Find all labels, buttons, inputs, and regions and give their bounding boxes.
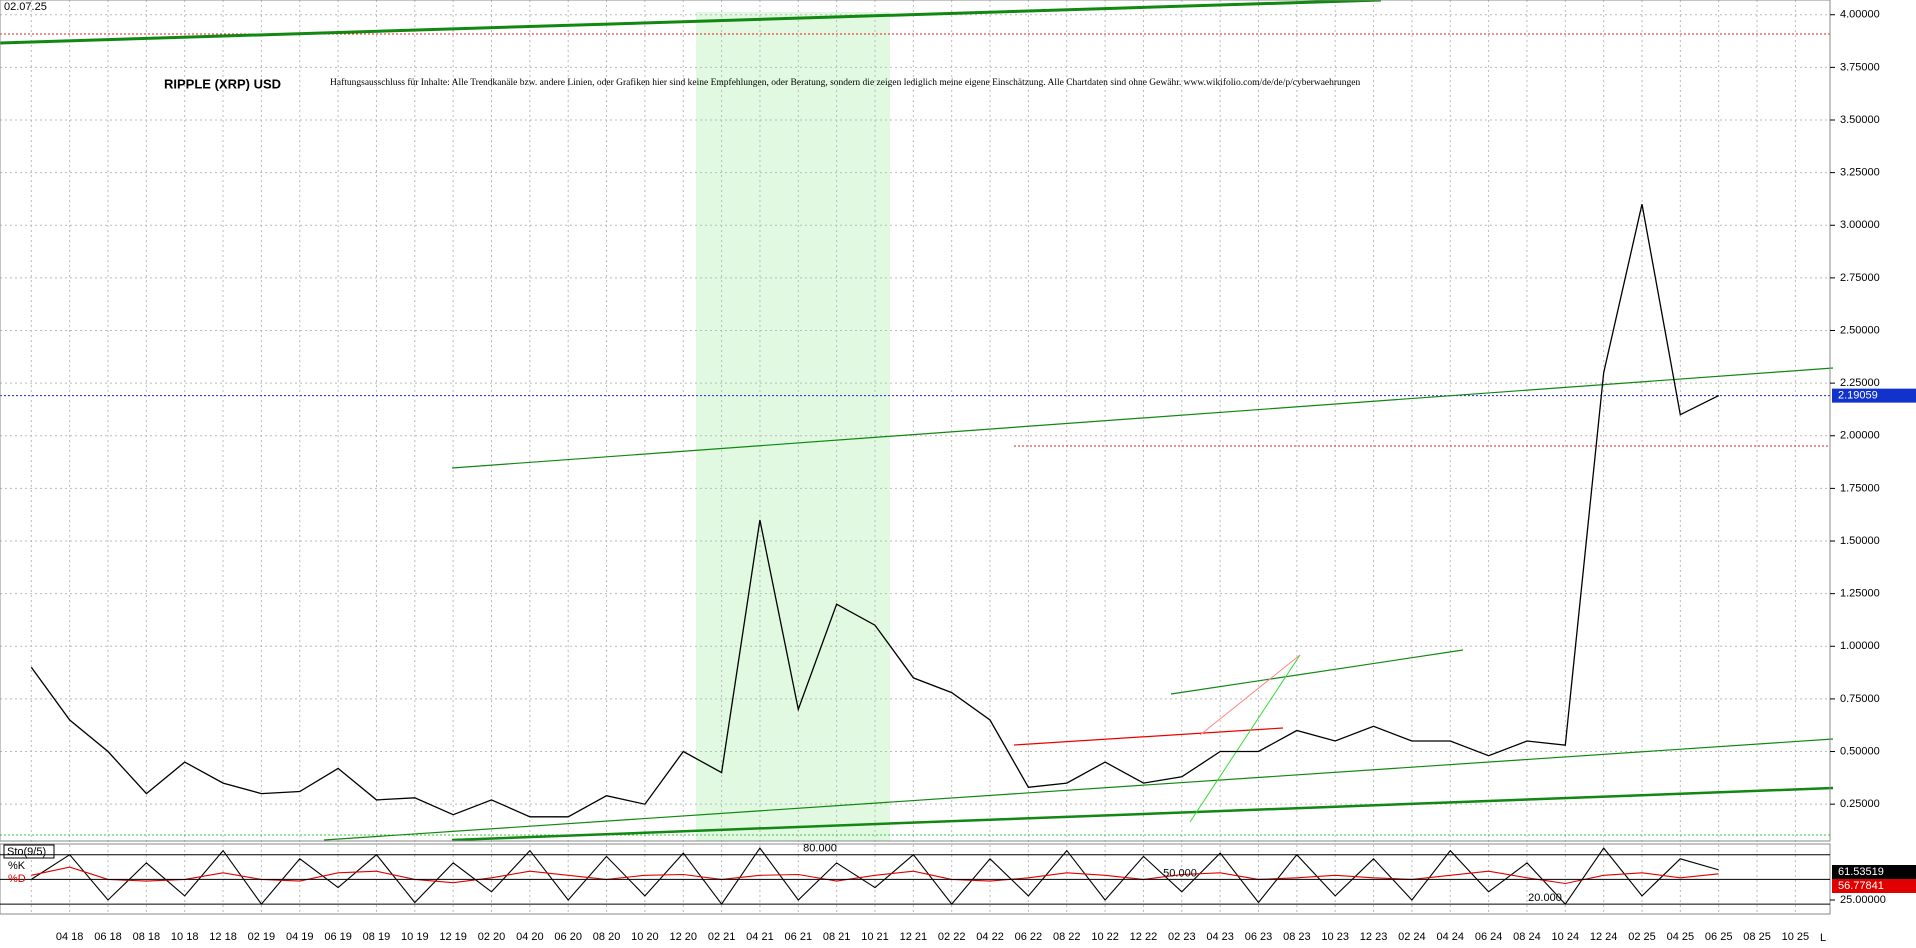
x-tick-label: 10 21 — [861, 931, 889, 943]
y-tick-label: 1.50000 — [1840, 535, 1880, 547]
x-tick-label: 04 20 — [516, 931, 544, 943]
x-tick-label: 08 18 — [133, 931, 161, 943]
price-box — [1832, 388, 1916, 403]
trendline — [1013, 727, 1284, 746]
x-tick-label: 04 22 — [976, 931, 1004, 943]
corner-label: L — [1820, 932, 1826, 944]
trendline — [0, 0, 1382, 45]
value-label: 56.77841 — [1838, 880, 1884, 892]
x-tick-label: 08 19 — [363, 931, 391, 943]
x-tick-label: 04 25 — [1667, 931, 1695, 943]
y-tick-label: 0.50000 — [1840, 745, 1880, 757]
x-tick-label: 10 25 — [1782, 931, 1810, 943]
highlight-zone — [696, 12, 890, 841]
x-tick-label: 08 25 — [1743, 931, 1771, 943]
trendline — [1189, 654, 1301, 823]
x-tick-label: 10 18 — [171, 931, 199, 943]
x-tick-label: 06 25 — [1705, 931, 1733, 943]
x-tick-label: 08 21 — [823, 931, 851, 943]
x-tick-label: 04 23 — [1206, 931, 1234, 943]
x-tick-label: 04 21 — [746, 931, 774, 943]
x-tick-label: 12 22 — [1130, 931, 1158, 943]
x-tick-label: 06 20 — [554, 931, 582, 943]
y-tick-label: 3.75000 — [1840, 61, 1880, 73]
x-tick-label: 08 22 — [1053, 931, 1081, 943]
x-tick-label: 12 18 — [209, 931, 237, 943]
x-tick-label: 10 19 — [401, 931, 429, 943]
indicator-title: Sto(9/5) — [7, 846, 46, 858]
price-label: 2.19059 — [1838, 390, 1878, 402]
x-tick-label: 08 23 — [1283, 931, 1311, 943]
data-line — [31, 866, 1719, 885]
y-tick-label: 4.00000 — [1840, 9, 1880, 21]
y-tick-label: 2.25000 — [1840, 377, 1880, 389]
x-tick-label: 06 21 — [785, 931, 813, 943]
data-line — [31, 847, 1719, 906]
x-tick-label: 12 23 — [1360, 931, 1388, 943]
x-tick-label: 06 24 — [1475, 931, 1503, 943]
x-tick-label: 10 24 — [1552, 931, 1580, 943]
x-tick-label: 04 24 — [1436, 931, 1464, 943]
trendline — [451, 786, 1834, 842]
plot — [30, 204, 1719, 906]
x-tick-label: 02 20 — [478, 931, 506, 943]
value-label: 61.53519 — [1838, 866, 1884, 878]
x-tick-label: 12 19 — [439, 931, 467, 943]
y-tick-label: 1.25000 — [1840, 588, 1880, 600]
trendline — [1199, 654, 1301, 736]
x-tick-label: 04 18 — [56, 931, 84, 943]
x-tick-label: 12 20 — [669, 931, 697, 943]
indicator-tick-label: 20.000 — [1528, 892, 1562, 904]
legend-label: %D — [8, 873, 26, 885]
x-tick-label: 06 18 — [94, 931, 122, 943]
legend-label: %K — [8, 860, 26, 872]
y2-tick-label: 25.00000 — [1840, 894, 1886, 906]
plot-frame — [0, 0, 1831, 842]
x-tick-label: 08 20 — [593, 931, 621, 943]
x-tick-label: 02 23 — [1168, 931, 1196, 943]
x-tick-label: 08 24 — [1513, 931, 1541, 943]
data-line — [30, 204, 1719, 818]
x-tick-label: 02 22 — [938, 931, 966, 943]
x-tick-label: 10 20 — [631, 931, 659, 943]
trendline — [1170, 649, 1464, 695]
x-tick-label: 12 21 — [900, 931, 928, 943]
y-tick-label: 3.50000 — [1840, 114, 1880, 126]
x-tick-label: 10 23 — [1321, 931, 1349, 943]
disclaimer: Haftungsausschluss für Inhalte: Alle Tre… — [330, 77, 1361, 88]
x-tick-label: 06 19 — [324, 931, 352, 943]
y-tick-label: 0.75000 — [1840, 693, 1880, 705]
y-tick-label: 2.00000 — [1840, 430, 1880, 442]
indicator-tick-label: 50.000 — [1163, 867, 1197, 879]
value-box — [1832, 865, 1916, 879]
x-tick-label: 02 21 — [708, 931, 736, 943]
grid — [0, 0, 1830, 914]
x-tick-label: 10 22 — [1091, 931, 1119, 943]
y-tick-label: 0.25000 — [1840, 798, 1880, 810]
x-tick-label: 06 22 — [1015, 931, 1043, 943]
chart-title: RIPPLE (XRP) USD — [164, 76, 281, 91]
y-tick-label: 1.00000 — [1840, 640, 1880, 652]
y-tick-label: 1.75000 — [1840, 482, 1880, 494]
y-tick-label: 2.75000 — [1840, 272, 1880, 284]
x-tick-label: 12 24 — [1590, 931, 1618, 943]
date-label: 02.07.25 — [4, 1, 47, 13]
indicator-tick-label: 80.000 — [803, 843, 837, 855]
x-tick-label: 06 23 — [1245, 931, 1273, 943]
trendline — [323, 738, 1834, 841]
y-tick-label: 3.25000 — [1840, 167, 1880, 179]
x-tick-label: 02 25 — [1628, 931, 1656, 943]
x-tick-label: 02 24 — [1398, 931, 1426, 943]
value-box — [1832, 879, 1916, 893]
x-tick-label: 04 19 — [286, 931, 314, 943]
x-tick-label: 02 19 — [248, 931, 276, 943]
y-tick-label: 3.00000 — [1840, 219, 1880, 231]
y-tick-label: 2.50000 — [1840, 324, 1880, 336]
